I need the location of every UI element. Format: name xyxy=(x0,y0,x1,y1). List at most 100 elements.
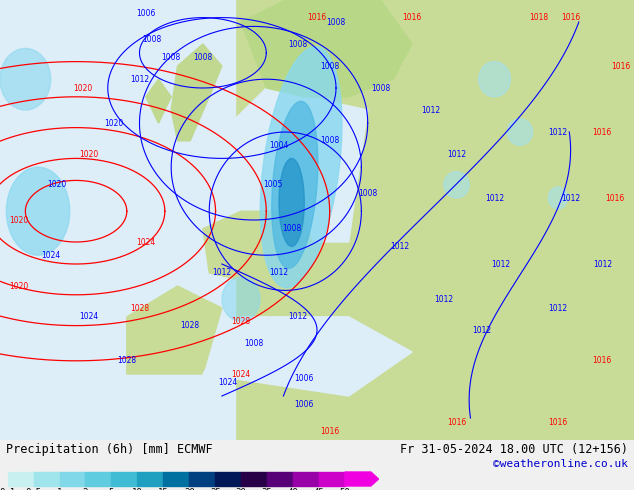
Text: 1012: 1012 xyxy=(269,269,288,277)
Polygon shape xyxy=(222,88,368,242)
Text: 1012: 1012 xyxy=(390,242,409,251)
Text: 1020: 1020 xyxy=(79,149,98,158)
Text: 1028: 1028 xyxy=(181,321,200,330)
Text: 1016: 1016 xyxy=(605,194,624,202)
Text: Precipitation (6h) [mm] ECMWF: Precipitation (6h) [mm] ECMWF xyxy=(6,442,213,456)
Text: 1028: 1028 xyxy=(130,303,149,313)
Text: 1024: 1024 xyxy=(136,238,155,246)
Text: 1016: 1016 xyxy=(593,356,612,366)
Bar xyxy=(319,472,345,486)
Text: 1012: 1012 xyxy=(212,269,231,277)
Text: 1008: 1008 xyxy=(244,339,263,348)
Text: 1016: 1016 xyxy=(447,418,466,427)
Text: 20: 20 xyxy=(184,488,195,490)
Text: 1012: 1012 xyxy=(561,194,580,202)
Text: 10: 10 xyxy=(132,488,143,490)
Text: 1012: 1012 xyxy=(485,194,504,202)
Text: 1028: 1028 xyxy=(117,356,136,366)
Ellipse shape xyxy=(272,101,318,269)
Text: 1005: 1005 xyxy=(263,180,282,189)
Polygon shape xyxy=(235,0,634,440)
Text: 1020: 1020 xyxy=(73,83,92,93)
Text: 1024: 1024 xyxy=(219,378,238,387)
Text: 1016: 1016 xyxy=(403,13,422,22)
Text: 35: 35 xyxy=(262,488,273,490)
Text: 1006: 1006 xyxy=(295,374,314,383)
Text: 1018: 1018 xyxy=(529,13,548,22)
Text: 1024: 1024 xyxy=(231,369,250,378)
Bar xyxy=(86,472,112,486)
Text: 0.1: 0.1 xyxy=(0,488,16,490)
Text: 1020: 1020 xyxy=(48,180,67,189)
Ellipse shape xyxy=(548,187,567,209)
Text: 1008: 1008 xyxy=(282,224,301,233)
Text: 50: 50 xyxy=(340,488,351,490)
Ellipse shape xyxy=(261,47,342,288)
Bar xyxy=(267,472,293,486)
Text: 2: 2 xyxy=(83,488,88,490)
Text: 1012: 1012 xyxy=(288,312,307,321)
Text: 1006: 1006 xyxy=(136,9,155,18)
Text: 1004: 1004 xyxy=(269,141,288,150)
Polygon shape xyxy=(345,472,378,486)
Text: 1020: 1020 xyxy=(10,216,29,224)
Text: 1028: 1028 xyxy=(231,317,250,326)
Text: ©weatheronline.co.uk: ©weatheronline.co.uk xyxy=(493,459,628,469)
Text: 1012: 1012 xyxy=(548,127,567,137)
Text: 1012: 1012 xyxy=(447,149,466,158)
Text: 1008: 1008 xyxy=(327,18,346,26)
Text: 1012: 1012 xyxy=(593,260,612,269)
Text: 15: 15 xyxy=(158,488,169,490)
Text: 1: 1 xyxy=(57,488,62,490)
Text: 1016: 1016 xyxy=(561,13,580,22)
Text: 1008: 1008 xyxy=(320,62,339,71)
Bar xyxy=(164,472,189,486)
Text: 0.5: 0.5 xyxy=(25,488,42,490)
Text: 25: 25 xyxy=(210,488,221,490)
Text: 1016: 1016 xyxy=(593,127,612,137)
Bar xyxy=(189,472,215,486)
Text: 1024: 1024 xyxy=(41,251,60,260)
Ellipse shape xyxy=(0,49,51,110)
Bar xyxy=(138,472,164,486)
Text: 1016: 1016 xyxy=(548,418,567,427)
Text: 1012: 1012 xyxy=(422,105,441,115)
Bar xyxy=(34,472,60,486)
Text: 1008: 1008 xyxy=(288,40,307,49)
Text: 1008: 1008 xyxy=(193,53,212,62)
Text: 1006: 1006 xyxy=(295,400,314,409)
Text: 1012: 1012 xyxy=(548,303,567,313)
Text: 1012: 1012 xyxy=(434,294,453,304)
Text: 1008: 1008 xyxy=(358,189,377,198)
Text: 1012: 1012 xyxy=(491,260,510,269)
Text: 1016: 1016 xyxy=(307,13,327,22)
Text: 1008: 1008 xyxy=(371,83,390,93)
Ellipse shape xyxy=(222,277,260,321)
Polygon shape xyxy=(146,79,171,123)
Polygon shape xyxy=(171,44,222,141)
Ellipse shape xyxy=(6,167,70,255)
Text: Fr 31-05-2024 18.00 UTC (12+156): Fr 31-05-2024 18.00 UTC (12+156) xyxy=(399,442,628,456)
Polygon shape xyxy=(0,0,235,440)
Bar xyxy=(112,472,138,486)
Polygon shape xyxy=(241,0,412,97)
Bar xyxy=(215,472,241,486)
Bar xyxy=(60,472,86,486)
Text: 1016: 1016 xyxy=(320,427,339,436)
Text: 1024: 1024 xyxy=(79,312,98,321)
Polygon shape xyxy=(203,317,412,396)
Text: 1016: 1016 xyxy=(612,62,631,71)
Ellipse shape xyxy=(279,158,304,246)
Bar xyxy=(8,472,34,486)
Text: 40: 40 xyxy=(288,488,299,490)
Text: 1020: 1020 xyxy=(10,282,29,291)
Text: 30: 30 xyxy=(236,488,247,490)
Ellipse shape xyxy=(479,62,510,97)
Bar xyxy=(293,472,319,486)
Bar xyxy=(241,472,267,486)
Polygon shape xyxy=(127,286,222,374)
Ellipse shape xyxy=(507,119,533,145)
Text: 1008: 1008 xyxy=(320,136,339,146)
Text: 1008: 1008 xyxy=(162,53,181,62)
Text: 1012: 1012 xyxy=(130,74,149,84)
